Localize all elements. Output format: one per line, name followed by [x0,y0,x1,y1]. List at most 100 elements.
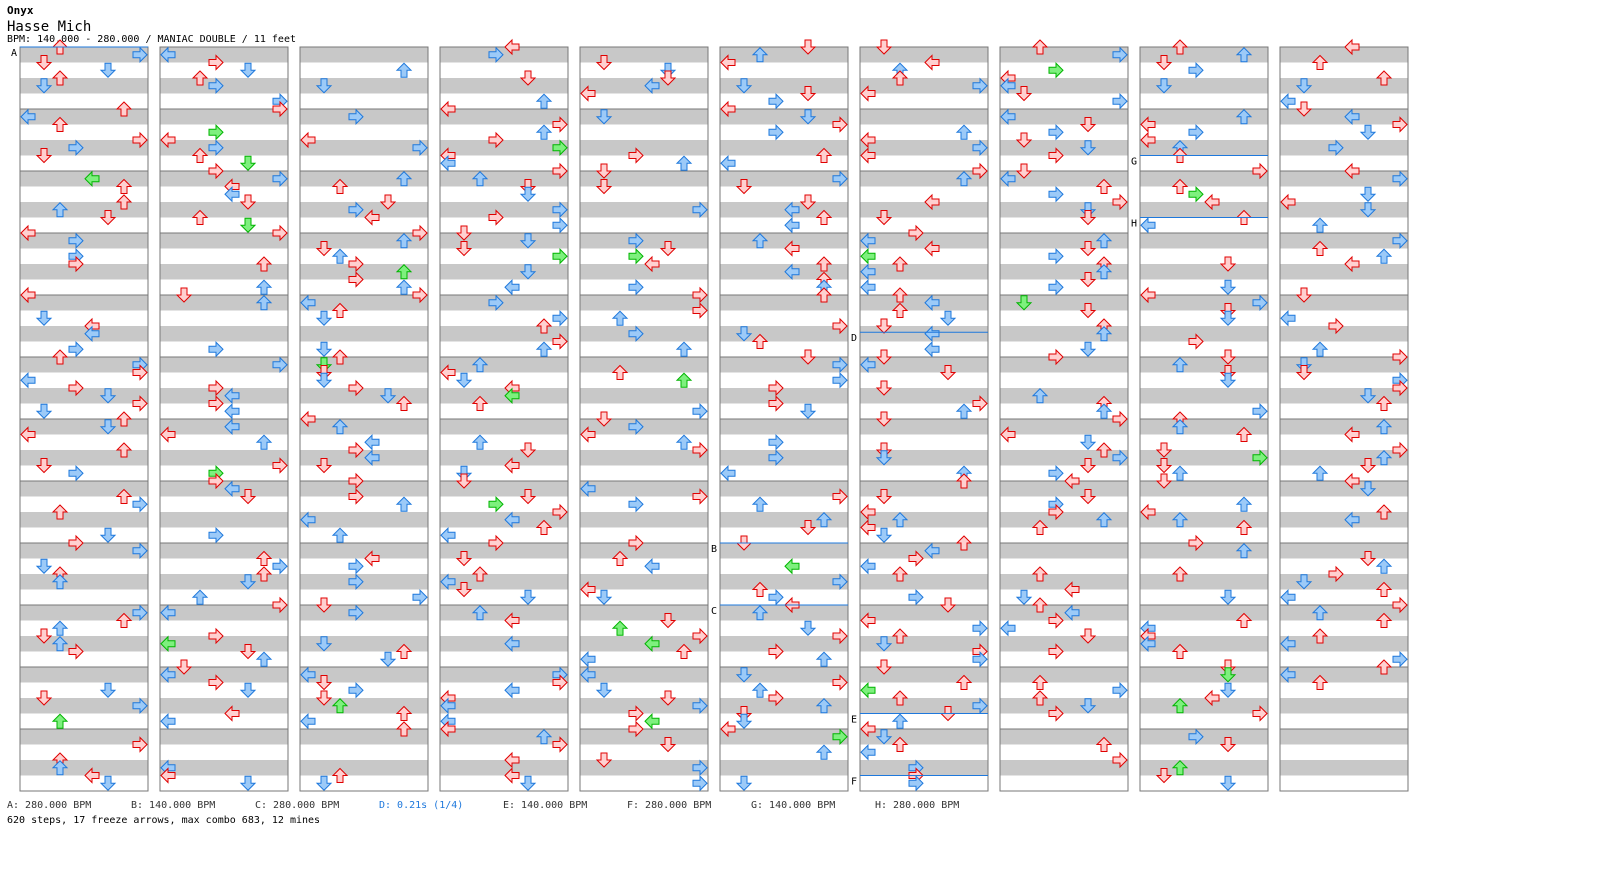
step-arrow [1048,186,1064,203]
beat-stripe [20,698,148,714]
step-arrow [175,287,193,303]
step-arrow [875,450,893,466]
beat-stripe [440,202,568,218]
beat-stripe [440,605,568,621]
beat-stripe [160,419,288,435]
beat-stripe [440,512,568,528]
step-arrow [1048,124,1064,141]
step-arrow [955,674,973,690]
step-arrow [552,201,568,218]
step-arrow [628,248,644,265]
step-arrow [595,109,613,125]
step-arrow [1328,139,1344,156]
beat-stripe [1140,698,1268,714]
step-arrow [799,109,817,125]
step-arrow [519,186,537,202]
beat-stripe [860,233,988,249]
step-arrow [331,248,349,264]
step-arrow [315,775,333,791]
step-arrow [1295,78,1313,94]
step-arrow [860,248,876,265]
beat-stripe [300,140,428,156]
step-arrow [224,705,240,722]
step-arrow [972,395,988,412]
beat-stripe [1140,512,1268,528]
step-arrow [611,620,629,636]
beat-stripe [720,357,848,373]
step-arrow [272,170,288,187]
step-arrow [972,139,988,156]
step-arrow [519,775,537,791]
step-arrow [115,488,133,504]
step-arrow [891,287,909,303]
step-arrow [1048,279,1064,296]
bpm-marker-label: B [711,544,717,555]
step-arrow [1280,310,1296,327]
step-arrow [720,155,736,172]
beat-stripe [1140,326,1268,342]
step-arrow [611,364,629,380]
chart-column [579,46,709,792]
step-arrow [1392,651,1408,668]
step-arrow [768,379,784,397]
step-arrow [471,171,489,187]
step-arrow [84,170,100,187]
step-arrow [1171,566,1189,582]
step-arrow [395,395,413,411]
beat-stripe [300,109,428,125]
step-arrow [488,131,504,149]
step-arrow [768,689,784,707]
step-arrow [628,496,644,513]
step-arrow [51,620,69,636]
beat-stripe [1280,357,1408,373]
step-arrow [1328,565,1344,583]
step-arrow [348,271,364,288]
step-arrow [300,713,316,730]
step-arrow [580,426,596,443]
beat-stripe [860,450,988,466]
step-arrow [35,55,53,71]
beat-stripe [20,78,148,94]
step-arrow [675,341,693,357]
step-arrow [35,403,53,419]
beat-stripe [860,264,988,280]
beat-stripe [860,171,988,187]
step-arrow [1359,388,1377,404]
step-arrow [1344,511,1360,528]
step-arrow [1188,124,1204,141]
step-arrow [348,441,364,459]
step-arrow [132,697,148,714]
step-arrow [799,194,817,210]
step-arrow [1048,612,1064,629]
step-arrow [208,395,224,412]
beat-stripe [720,140,848,156]
step-arrow [504,751,520,769]
beat-stripe [20,109,148,125]
step-arrow [1112,46,1128,63]
beat-stripe [860,512,988,528]
beat-stripe [1140,140,1268,156]
beat-stripe [440,543,568,559]
step-arrow [692,403,708,420]
beat-stripe [300,729,428,745]
beat-stripe [160,512,288,528]
beat-stripe [1140,357,1268,373]
step-arrow [1252,162,1268,180]
beat-stripe [440,729,568,745]
step-arrow [1295,365,1313,381]
step-arrow [924,54,940,71]
column-border [1279,46,1409,792]
step-arrow [1112,93,1128,110]
step-arrow [908,224,924,242]
step-arrow [160,666,176,683]
step-arrow [348,488,364,505]
beat-stripe [1000,295,1128,311]
beat-stripe [160,450,288,466]
beat-stripe [160,574,288,590]
step-arrow [315,597,333,613]
step-arrow [832,317,848,335]
step-arrow [160,131,176,149]
step-arrow [379,651,397,667]
step-arrow [1048,503,1064,521]
chart-column [999,46,1129,792]
